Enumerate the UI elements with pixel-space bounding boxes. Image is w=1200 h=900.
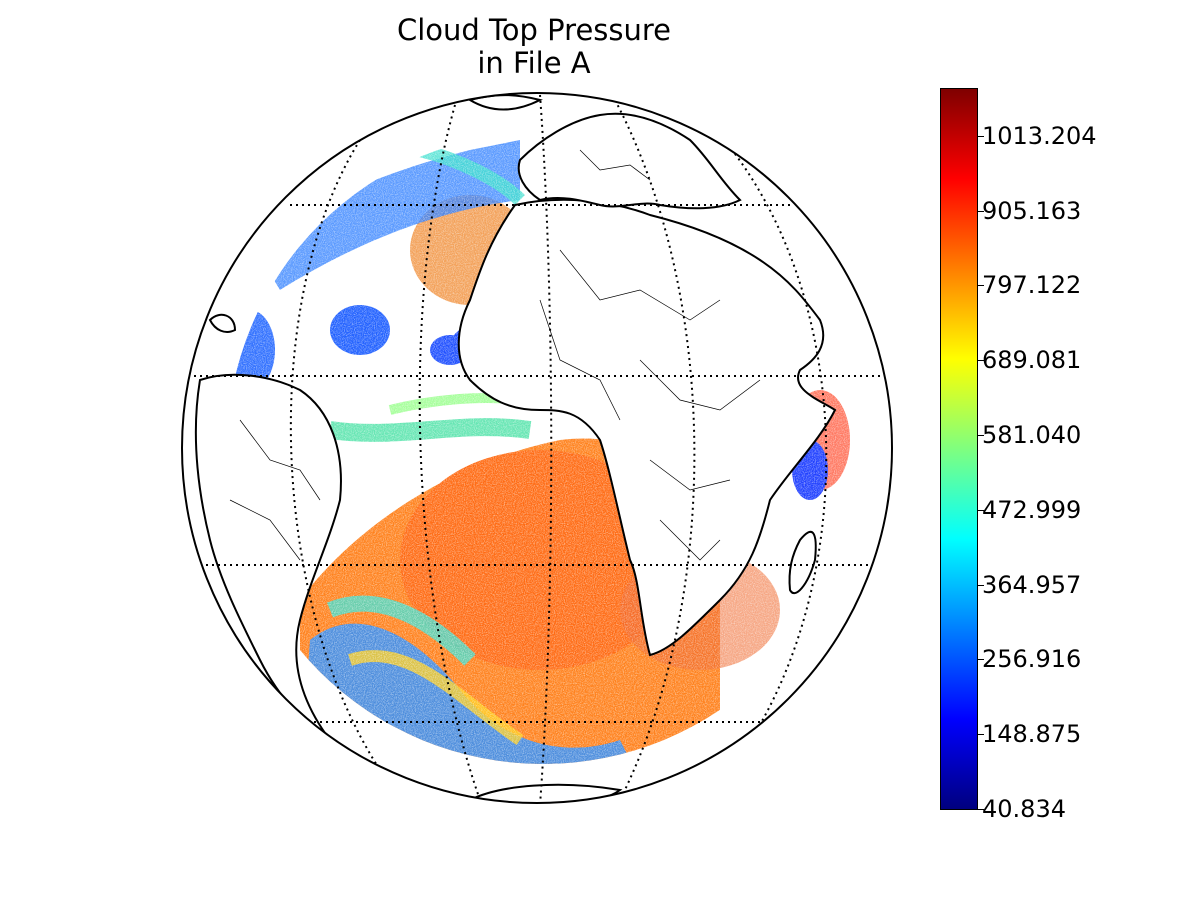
colorbar-tick [978,210,984,212]
colorbar-tick [978,135,984,137]
colorbar-tick-label: 581.040 [982,421,1082,450]
title-line-1: Cloud Top Pressure [396,13,672,47]
colorbar-tick [978,360,984,362]
colorbar-tick-label: 148.875 [982,720,1082,749]
colorbar-tick-label: 472.999 [982,495,1082,524]
colorbar-gradient [940,88,978,810]
colorbar-tick-label: 40.834 [982,795,1066,823]
colorbar-tick-label: 364.957 [982,570,1082,599]
colorbar-tick-label: 256.916 [982,645,1082,674]
colorbar-tick-label: 797.122 [982,271,1082,300]
coastlines [194,94,837,803]
colorbar-tick-label: 905.163 [982,196,1082,225]
colorbar-tick [978,734,984,736]
chart-title: Cloud Top Pressure in File A [334,14,734,80]
globe-outline [181,92,893,804]
graticule [182,94,892,803]
colorbar-tick [978,659,984,661]
colorbar-tick [978,435,984,437]
colorbar-tick [978,285,984,287]
colorbar-tick [978,584,984,586]
colorbar-tick [978,809,984,810]
colorbar-tick-label: 1013.204 [982,121,1097,150]
colorbar-tick [978,509,984,511]
title-line-2: in File A [477,46,591,80]
colorbar [940,88,978,810]
colorbar-tick-label: 689.081 [982,346,1082,375]
